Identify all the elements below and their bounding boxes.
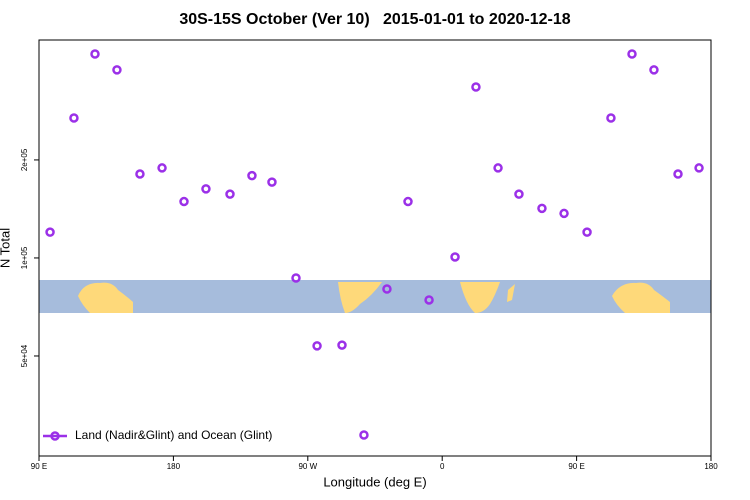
data-point bbox=[606, 113, 616, 123]
data-point bbox=[225, 189, 235, 199]
data-point bbox=[649, 65, 659, 75]
data-point bbox=[179, 196, 189, 207]
y-tick-label: 1e+05 bbox=[20, 246, 29, 269]
map-strip bbox=[39, 280, 711, 313]
data-point bbox=[673, 169, 683, 179]
y-axis-label: N Total bbox=[0, 228, 12, 268]
data-point bbox=[157, 163, 167, 173]
x-tick-label: 180 bbox=[167, 462, 181, 471]
data-point bbox=[582, 227, 592, 237]
data-point bbox=[493, 163, 503, 173]
data-point bbox=[450, 252, 460, 262]
data-point bbox=[359, 430, 369, 440]
data-point bbox=[694, 163, 704, 173]
plot-frame bbox=[38, 39, 712, 457]
x-axis-label: Longitude (deg E) bbox=[323, 474, 426, 489]
data-point bbox=[471, 82, 481, 92]
data-point bbox=[537, 203, 547, 214]
data-point bbox=[403, 196, 413, 207]
x-tick-label: 180 bbox=[704, 462, 718, 471]
data-point bbox=[424, 295, 434, 305]
x-tick-label: 90 E bbox=[568, 462, 584, 471]
chart-title: 30S-15S October (Ver 10) 2015-01-01 to 2… bbox=[179, 11, 570, 28]
data-point bbox=[291, 273, 301, 283]
data-point bbox=[267, 177, 277, 187]
data-point bbox=[45, 227, 55, 237]
data-point bbox=[337, 340, 347, 350]
data-point bbox=[514, 189, 524, 199]
legend-marker bbox=[50, 431, 60, 441]
data-point bbox=[135, 169, 145, 179]
x-tick-label: 0 bbox=[440, 462, 445, 471]
data-point bbox=[69, 113, 79, 123]
data-point bbox=[201, 184, 211, 194]
data-point bbox=[247, 170, 257, 181]
y-tick-label: 5e+04 bbox=[20, 344, 29, 367]
data-point bbox=[90, 49, 100, 59]
x-tick-label: 90 W bbox=[298, 462, 317, 471]
data-point bbox=[112, 65, 122, 75]
data-point bbox=[559, 208, 569, 219]
legend-label: Land (Nadir&Glint) and Ocean (Glint) bbox=[75, 428, 272, 442]
x-tick-label: 90 E bbox=[31, 462, 47, 471]
data-point bbox=[627, 49, 637, 59]
data-point bbox=[312, 341, 322, 351]
y-tick-label: 2e+05 bbox=[20, 148, 29, 171]
data-point bbox=[382, 284, 392, 294]
